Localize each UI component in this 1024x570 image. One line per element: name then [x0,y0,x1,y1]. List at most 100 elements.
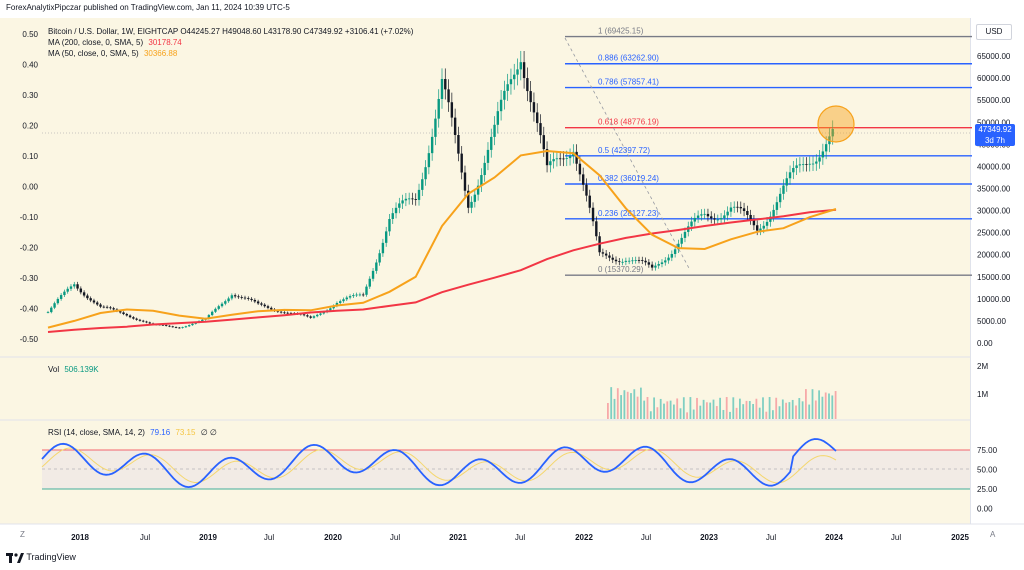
candle-body [417,189,421,200]
candle-body [772,209,775,217]
volume-scale: 2M 1M [977,362,988,399]
candle-body [601,252,605,254]
candle-body [654,265,657,268]
volume-bar [808,404,811,419]
candle-body [440,78,444,99]
rsi-tick-label: 0.00 [977,505,993,514]
volume-legend[interactable]: Vol 506.139K [48,364,99,375]
price-candles [46,50,834,329]
ma200-value: 30178.74 [148,38,182,47]
candle-body [545,149,549,166]
volume-bar [702,399,705,419]
candle-body [568,155,572,159]
volume-bar [653,397,655,419]
main-legend[interactable]: Bitcoin / U.S. Dollar, 1W, EIGHTCAP O442… [48,26,413,59]
price-tick-label: 20000.00 [977,251,1011,260]
candle-body [178,327,181,329]
candle-body [434,118,437,137]
ma200-line [47,208,837,333]
candle-body [358,294,362,296]
candle-body [263,304,266,307]
candle-body [470,201,473,208]
candle-body [749,214,752,220]
ma50-legend[interactable]: MA (50, close, 0, SMA, 5) 30366.88 [48,48,413,59]
candle-body [713,218,716,220]
candle-body [56,298,60,304]
candle-body [752,219,756,226]
volume-bar [719,397,721,419]
fib-level-label: 0.236 (28127.23) [598,209,659,218]
candle-body [279,311,283,313]
candle-body [250,298,253,300]
candle-body [447,89,450,103]
rsi-legend[interactable]: RSI (14, close, SMA, 14, 2) 79.16 73.15 … [48,427,217,438]
vol-label: Vol [48,365,60,374]
auto-scale-button[interactable]: A [990,530,996,539]
candle-body [312,316,316,318]
candle-body [677,243,680,250]
symbol-line: Bitcoin / U.S. Dollar, 1W, EIGHTCAP O442… [48,27,414,36]
zoom-button[interactable]: Z [20,530,25,539]
candle-body [66,288,69,292]
highlight-circle[interactable] [817,105,855,143]
volume-bar [715,406,718,419]
candle-body [210,311,214,316]
ma50-value: 30366.88 [143,49,178,58]
candle-body [50,307,53,313]
candle-body [821,151,825,158]
candle-body [782,185,785,194]
volume-bar [732,397,735,419]
volume-bar [748,401,751,419]
candle-body [230,295,234,299]
candle-body [562,158,565,160]
candle-body [733,206,736,208]
candle-body [69,286,73,289]
volume-bar [742,404,745,419]
candle-body [381,242,385,254]
candle-body [135,318,138,320]
volume-bar [745,400,748,419]
time-tick-label: 2021 [449,533,467,542]
candle-body [805,164,808,166]
candle-body [664,260,667,263]
candle-body [742,208,746,212]
candle-body [384,231,388,243]
rsi-empty-values: ∅ ∅ [200,428,217,437]
candle-body [191,323,194,326]
time-axis[interactable]: 2018 Jul 2019 Jul 2020 Jul 2021 Jul 2022 Jul 2023 J… [71,533,969,542]
left-scale: 0.50 0.40 0.30 0.20 0.10 0.00 -0.10 -0.20 -0.30 -… [20,30,39,344]
candle-body [437,98,440,119]
fib-level-label: 0.786 (57857.41) [598,78,659,87]
publish-caption: ForexAnalytixPipczar published on Tradin… [6,3,290,12]
candle-body [476,185,480,195]
candle-body [706,213,710,217]
volume-bar [669,400,672,419]
candle-body [414,199,417,200]
candle-body [693,217,697,222]
candle-body [788,172,792,179]
last-price-label: 47349.92 3d 7h [975,124,1015,146]
volume-bars [607,387,837,419]
candle-body [161,324,165,326]
candle-body [552,159,555,162]
candle-body [171,326,174,328]
volume-bar [633,389,636,419]
candle-body [322,311,325,314]
tradingview-brand[interactable]: TradingView [6,552,76,563]
price-scale: 65000.0060000.0055000.0050000.0045000.00… [977,52,1011,348]
candle-body [539,123,542,136]
volume-bar [798,398,801,419]
candle-body [145,321,148,323]
currency-button[interactable]: USD [976,24,1012,40]
candle-body [578,163,582,175]
candle-body [82,292,86,296]
price-tick-label: 50000.00 [977,118,1011,127]
volume-bar [663,403,665,419]
price-tick-label: 55000.00 [977,96,1011,105]
volume-bar [781,399,784,419]
candle-body [775,202,779,210]
ma200-legend[interactable]: MA (200, close, 0, SMA, 5) 30178.74 [48,37,413,48]
price-axis[interactable] [970,18,1024,524]
left-tick-label: -0.20 [20,244,39,253]
